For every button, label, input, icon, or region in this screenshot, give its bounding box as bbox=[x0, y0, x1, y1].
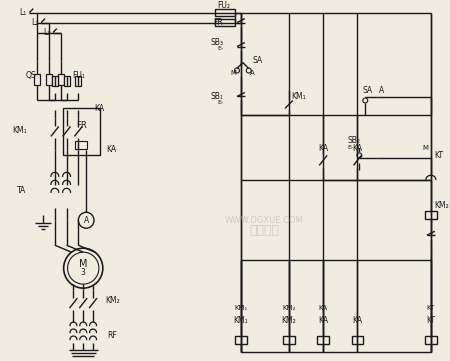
Text: SA: SA bbox=[362, 86, 373, 95]
Text: A: A bbox=[84, 216, 89, 225]
Bar bbox=[425, 211, 437, 219]
Text: QS: QS bbox=[26, 71, 36, 80]
Text: KT: KT bbox=[427, 305, 435, 311]
Text: KA: KA bbox=[106, 145, 116, 154]
Text: FU₂: FU₂ bbox=[217, 1, 230, 10]
Bar bbox=[216, 19, 235, 26]
Text: KM₁: KM₁ bbox=[12, 126, 27, 135]
Text: KM₂: KM₂ bbox=[282, 316, 296, 325]
Text: L₁: L₁ bbox=[20, 8, 27, 17]
Text: M: M bbox=[79, 259, 87, 269]
Text: A: A bbox=[250, 70, 255, 75]
Text: WWW.DGXUE.COM: WWW.DGXUE.COM bbox=[225, 216, 304, 225]
Circle shape bbox=[363, 98, 368, 103]
Text: E-: E- bbox=[348, 145, 354, 150]
Circle shape bbox=[78, 212, 94, 228]
Bar bbox=[425, 336, 437, 344]
Text: KM₁: KM₁ bbox=[291, 92, 306, 101]
Bar bbox=[216, 9, 235, 16]
Text: E-: E- bbox=[217, 46, 223, 51]
Text: KA: KA bbox=[94, 104, 104, 113]
Text: L₃: L₃ bbox=[43, 28, 50, 37]
Circle shape bbox=[68, 252, 99, 284]
Bar bbox=[63, 108, 100, 155]
Bar bbox=[52, 75, 58, 87]
Text: KA: KA bbox=[352, 316, 363, 325]
Text: FR: FR bbox=[76, 121, 87, 130]
Text: E-: E- bbox=[217, 100, 223, 105]
Text: M: M bbox=[230, 70, 236, 75]
Bar bbox=[63, 75, 70, 87]
Bar bbox=[76, 75, 81, 87]
Text: KM₂: KM₂ bbox=[282, 305, 296, 311]
Text: L₂: L₂ bbox=[32, 18, 39, 27]
Circle shape bbox=[357, 153, 362, 158]
Text: SB₁: SB₁ bbox=[211, 92, 223, 101]
Text: FR: FR bbox=[214, 18, 223, 27]
Text: TA: TA bbox=[17, 186, 26, 195]
Bar bbox=[46, 74, 52, 86]
Bar bbox=[351, 336, 363, 344]
Text: 3: 3 bbox=[81, 268, 86, 277]
Bar bbox=[317, 336, 329, 344]
Text: 电工学内: 电工学内 bbox=[249, 224, 279, 237]
Bar bbox=[58, 74, 63, 86]
Text: KM₁: KM₁ bbox=[234, 305, 248, 311]
Bar bbox=[76, 142, 87, 149]
Circle shape bbox=[246, 68, 251, 73]
Bar bbox=[283, 336, 295, 344]
Text: KA: KA bbox=[352, 144, 363, 153]
Circle shape bbox=[63, 248, 103, 288]
Bar bbox=[235, 336, 247, 344]
Text: SB₂: SB₂ bbox=[348, 136, 360, 145]
Text: KA: KA bbox=[318, 316, 328, 325]
Circle shape bbox=[234, 68, 239, 73]
Text: RF: RF bbox=[108, 331, 117, 340]
Text: A: A bbox=[379, 86, 384, 95]
Text: M: M bbox=[422, 145, 428, 151]
Text: KT: KT bbox=[427, 316, 436, 325]
Text: KA: KA bbox=[319, 305, 328, 311]
Text: FU₁: FU₁ bbox=[72, 71, 85, 80]
Text: KM₂: KM₂ bbox=[105, 296, 120, 305]
Text: KA: KA bbox=[318, 144, 328, 153]
Text: SB₃: SB₃ bbox=[210, 38, 223, 47]
Text: KM₂: KM₂ bbox=[434, 201, 449, 210]
Text: KM₁: KM₁ bbox=[234, 316, 248, 325]
Bar bbox=[34, 74, 40, 86]
Text: SA: SA bbox=[252, 56, 263, 65]
Text: KT: KT bbox=[434, 151, 443, 160]
